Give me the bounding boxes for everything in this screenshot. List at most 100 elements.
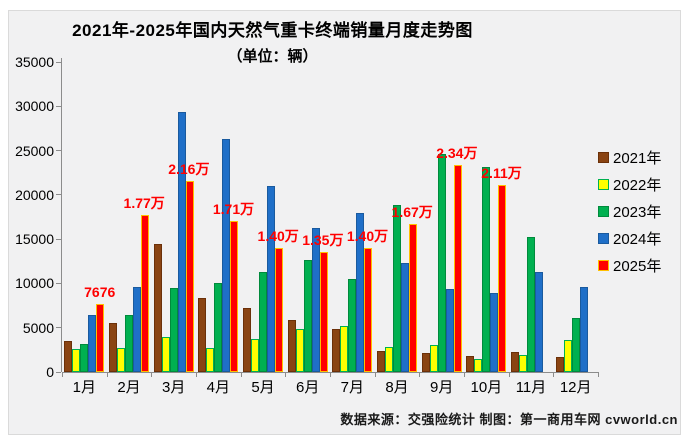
bar-2025年-9月 <box>453 164 462 372</box>
y-tick-label: 5000 <box>22 319 54 336</box>
bar-2025年-7月 <box>364 248 373 372</box>
data-label-10月: 2.11万 <box>481 165 522 182</box>
legend-label: 2022年 <box>613 177 662 194</box>
bar-2022年-5月 <box>251 339 259 372</box>
bar-2021年-2月 <box>109 323 117 372</box>
bar-2021年-1月 <box>64 341 73 372</box>
chart-footer: 数据来源：交强险统计 制图：第一商用车网 cvworld.cn <box>340 412 678 427</box>
bar-2022年-2月 <box>117 348 125 372</box>
x-tick <box>285 372 287 377</box>
bar-2024年-12月 <box>579 286 588 372</box>
y-tick <box>56 371 61 373</box>
y-tick <box>56 105 61 107</box>
bar-2025年-8月 <box>409 224 417 372</box>
x-tick <box>374 372 376 377</box>
y-tick <box>56 282 61 284</box>
x-axis-label: 9月 <box>429 379 454 396</box>
bar-2022年-10月 <box>474 358 483 372</box>
x-axis-label: 3月 <box>161 379 186 396</box>
x-axis-label: 10月 <box>470 379 503 396</box>
legend-swatch-icon <box>598 179 609 190</box>
legend-item-2021年: 2021年 <box>598 144 661 171</box>
legend-swatch-icon <box>598 233 609 244</box>
x-axis-label: 2月 <box>117 379 141 396</box>
y-axis <box>61 58 62 372</box>
y-tick-label: 0 <box>46 364 54 380</box>
chart-title: 2021年-2025年国内天然气重卡终端销量月度走势图 <box>72 21 473 40</box>
x-axis-label: 4月 <box>206 379 230 396</box>
y-tick-label: 10000 <box>15 275 54 292</box>
bar-2023年-12月 <box>571 317 580 372</box>
legend-swatch-icon <box>598 260 609 271</box>
bar-2022年-12月 <box>563 340 572 372</box>
legend-label: 2025年 <box>613 258 662 275</box>
chart-title-block: 2021年-2025年国内天然气重卡终端销量月度走势图 （单位：辆） <box>0 16 545 66</box>
x-tick <box>419 372 421 377</box>
bar-2021年-11月 <box>511 351 519 372</box>
legend-label: 2024年 <box>613 231 662 248</box>
x-tick <box>598 372 599 377</box>
bar-2024年-9月 <box>445 288 454 372</box>
x-axis-label: 5月 <box>251 379 275 396</box>
data-label-6月: 1.35万 <box>302 232 344 249</box>
x-axis-label: 11月 <box>515 379 547 396</box>
x-tick <box>464 372 465 377</box>
bar-2023年-8月 <box>393 205 401 372</box>
y-tick-label: 30000 <box>15 98 54 115</box>
legend-item-2022年: 2022年 <box>598 171 661 198</box>
x-axis-label: 8月 <box>385 379 409 396</box>
legend-swatch-icon <box>598 206 609 217</box>
data-label-8月: 1.67万 <box>391 204 433 221</box>
bar-2021年-6月 <box>287 319 296 372</box>
bar-2022年-11月 <box>519 355 527 372</box>
x-tick <box>151 372 153 377</box>
bar-2023年-6月 <box>303 260 312 372</box>
bar-2025年-10月 <box>498 185 507 372</box>
x-axis-label: 1月 <box>72 379 96 396</box>
bar-2023年-1月 <box>80 343 89 372</box>
y-tick <box>56 238 61 240</box>
data-label-2月: 1.77万 <box>123 195 165 212</box>
bar-2024年-3月 <box>177 111 186 372</box>
bar-2021年-7月 <box>332 328 341 372</box>
x-axis-label: 7月 <box>340 379 364 396</box>
bar-2021年-3月 <box>153 243 162 372</box>
bar-2023年-7月 <box>348 279 357 372</box>
data-label-3月: 2.16万 <box>168 160 210 177</box>
y-tick-label: 25000 <box>15 142 54 159</box>
y-tick-label: 35000 <box>15 54 54 70</box>
bar-2024年-8月 <box>401 263 409 372</box>
data-label-9月: 2.34万 <box>436 144 478 161</box>
bar-2023年-2月 <box>125 315 133 372</box>
bar-2023年-5月 <box>259 271 267 372</box>
bar-2022年-1月 <box>72 348 81 372</box>
y-tick-label: 15000 <box>15 231 54 248</box>
bar-2025年-1月 <box>96 304 105 372</box>
x-tick <box>62 372 63 377</box>
legend-item-2025年: 2025年 <box>598 252 661 279</box>
bar-2022年-9月 <box>429 345 438 372</box>
bar-2023年-10月 <box>482 166 491 372</box>
bar-2021年-12月 <box>555 356 564 372</box>
x-axis-label: 6月 <box>295 379 320 396</box>
x-tick <box>196 372 197 377</box>
data-label-1月: 7676 <box>84 284 116 300</box>
bar-2022年-3月 <box>161 337 170 372</box>
bar-2024年-1月 <box>88 315 97 372</box>
bar-2025年-2月 <box>141 215 149 372</box>
data-label-5月: 1.40万 <box>257 228 299 244</box>
y-tick <box>56 194 61 196</box>
bar-2024年-7月 <box>356 213 365 372</box>
bar-2022年-7月 <box>340 325 349 372</box>
bar-2023年-11月 <box>527 237 535 372</box>
bar-2024年-2月 <box>133 286 141 372</box>
bar-2021年-9月 <box>421 352 430 372</box>
y-tick-label: 20000 <box>15 186 54 203</box>
y-tick <box>56 61 61 63</box>
x-tick <box>330 372 331 377</box>
legend-swatch-icon <box>598 152 609 163</box>
legend-label: 2021年 <box>613 150 662 167</box>
bar-2024年-4月 <box>222 139 231 372</box>
bar-2021年-8月 <box>377 350 385 372</box>
bar-2025年-4月 <box>230 220 239 372</box>
